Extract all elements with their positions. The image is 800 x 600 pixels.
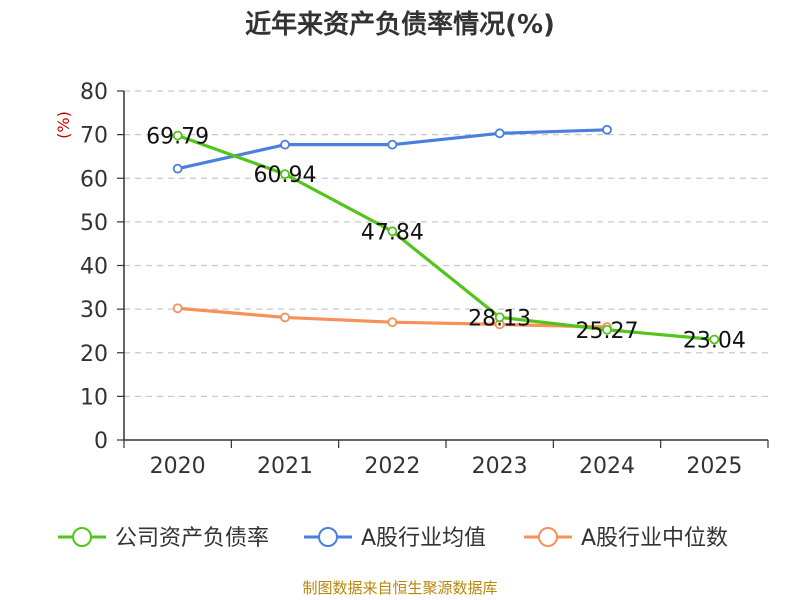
legend-label: A股行业均值 (361, 526, 486, 551)
axes: 0 10 20 30 40 50 60 70 80 2020 2021 2022 2023 2024 202… (80, 80, 769, 479)
x-tick-label: 2023 (472, 454, 528, 479)
data-point (709, 334, 720, 345)
data-point (172, 303, 183, 314)
data-point (494, 312, 505, 323)
series-2 (172, 303, 612, 332)
data-label: 25.27 (576, 319, 639, 344)
x-tick-label: 2024 (579, 454, 635, 479)
y-tick-label: 10 (80, 385, 108, 410)
y-tick-label: 40 (80, 255, 108, 280)
data-point (387, 139, 398, 150)
legend-label: A股行业中位数 (581, 526, 728, 551)
y-tick-label: 50 (80, 211, 108, 236)
data-label: 28.13 (468, 306, 531, 331)
y-axis-unit-label: (%) (54, 111, 73, 139)
data-label: 69.79 (146, 125, 209, 150)
series-lines (172, 124, 720, 345)
y-tick-label: 70 (80, 124, 108, 149)
data-label: 47.84 (361, 220, 424, 245)
legend-label: 公司资产负债率 (115, 526, 269, 551)
data-point (280, 169, 290, 180)
data-point (280, 312, 290, 323)
y-tick-label: 60 (80, 167, 108, 192)
y-tick-label: 20 (80, 342, 108, 367)
gridlines (124, 90, 768, 397)
data-point (280, 139, 290, 150)
data-point (494, 128, 505, 139)
legend: 公司资产负债率 A股行业均值 A股行业中位数 (58, 526, 728, 551)
legend-marker (72, 527, 92, 547)
x-tick-label: 2025 (686, 454, 742, 479)
x-tick-label: 2020 (150, 454, 206, 479)
data-point (172, 130, 183, 141)
legend-item: A股行业均值 (304, 526, 486, 551)
x-tick-label: 2021 (257, 454, 313, 479)
legend-item: 公司资产负债率 (58, 526, 269, 551)
y-tick-label: 30 (80, 298, 108, 323)
legend-marker (538, 527, 558, 547)
source-note: 制图数据来自恒生聚源数据库 (302, 579, 497, 597)
y-tick-label: 0 (94, 429, 108, 454)
data-point (602, 124, 612, 135)
legend-item: A股行业中位数 (524, 526, 728, 551)
y-tick-label: 80 (80, 80, 108, 105)
data-point (602, 324, 612, 335)
series-1 (172, 124, 612, 174)
data-label: 23.04 (683, 328, 746, 353)
x-tick-label: 2022 (364, 454, 420, 479)
legend-marker (318, 527, 338, 547)
data-point (387, 317, 398, 328)
series-0 (172, 130, 720, 345)
data-label: 60.94 (254, 163, 317, 188)
series-line (177, 134, 715, 342)
chart-title: 近年来资产负债率情况(%) (245, 9, 555, 40)
data-point (387, 226, 398, 237)
data-point (172, 163, 183, 174)
data-labels: 69.79 60.94 47.84 28.13 25.27 23.04 (146, 125, 746, 354)
